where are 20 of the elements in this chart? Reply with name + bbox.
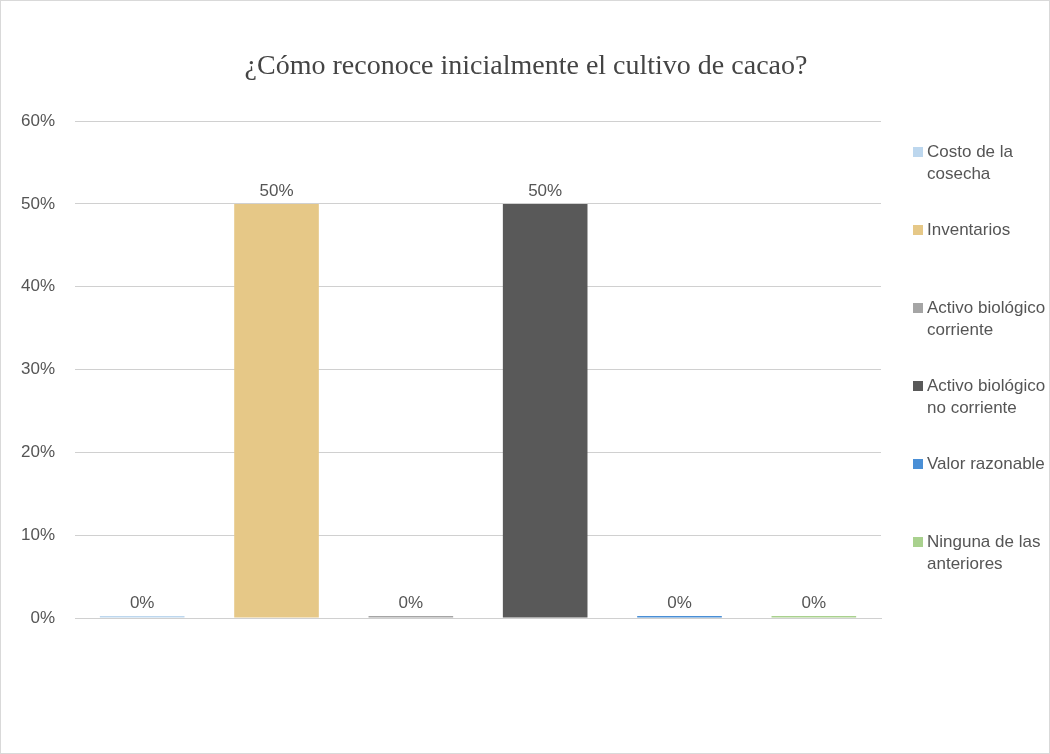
legend-label: Valor razonable	[927, 453, 1045, 475]
y-tick-label: 50%	[20, 193, 56, 213]
y-tick-label: 10%	[20, 524, 56, 544]
data-label: 50%	[528, 181, 563, 201]
y-tick-label: 40%	[20, 276, 56, 296]
data-label: 0%	[129, 593, 155, 613]
legend-label: Costo de la cosecha	[927, 141, 1014, 185]
legend-label: Inventarios	[927, 219, 1011, 241]
data-label: 0%	[801, 593, 827, 613]
legend-label: Ninguna de las anteriores	[927, 531, 1042, 575]
legend-label: Activo biológico corriente	[927, 297, 1047, 341]
chart-title: ¿Cómo reconoce inicialmente el cultivo de cacao?	[243, 49, 809, 81]
y-tick-label: 60%	[20, 110, 56, 130]
y-tick-label: 20%	[20, 442, 56, 462]
y-tick-label: 30%	[20, 359, 56, 379]
legend-label: Activo biológico no corriente	[927, 375, 1047, 419]
data-label: 0%	[398, 593, 424, 613]
y-tick-label: 0%	[30, 607, 56, 627]
data-label: 50%	[259, 181, 294, 201]
data-label: 0%	[667, 593, 692, 613]
